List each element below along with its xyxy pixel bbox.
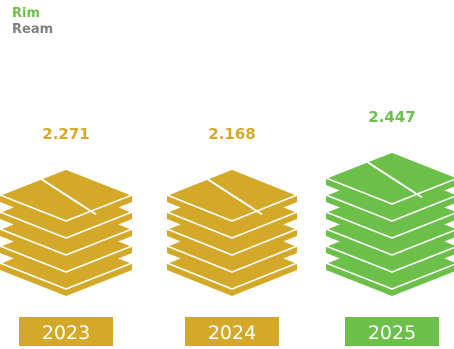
stack-2023: [0, 168, 133, 296]
category-box-2023: [19, 317, 113, 346]
sheet-lines-2025: [361, 158, 423, 198]
category-label-2024: 2024: [208, 322, 256, 344]
sheet-lines-2024: [201, 175, 263, 215]
category-box-2024: [185, 317, 279, 346]
sheet-2025-6: [325, 151, 454, 211]
stack-2024: [166, 168, 298, 296]
value-label-2024: 2.168: [208, 125, 255, 143]
category-label-2025: 2025: [368, 322, 416, 344]
category-box-2025: [345, 317, 439, 346]
legend: Rim Ream: [12, 6, 53, 38]
value-label-2023: 2.271: [42, 125, 89, 143]
sheet-lines-2023: [35, 175, 97, 215]
legend-ream: Ream: [12, 22, 54, 37]
stack-2025: [325, 151, 454, 296]
category-label-2023: 2023: [42, 322, 90, 344]
value-label-2025: 2.447: [368, 108, 415, 126]
legend-rim: Rim: [12, 6, 41, 21]
